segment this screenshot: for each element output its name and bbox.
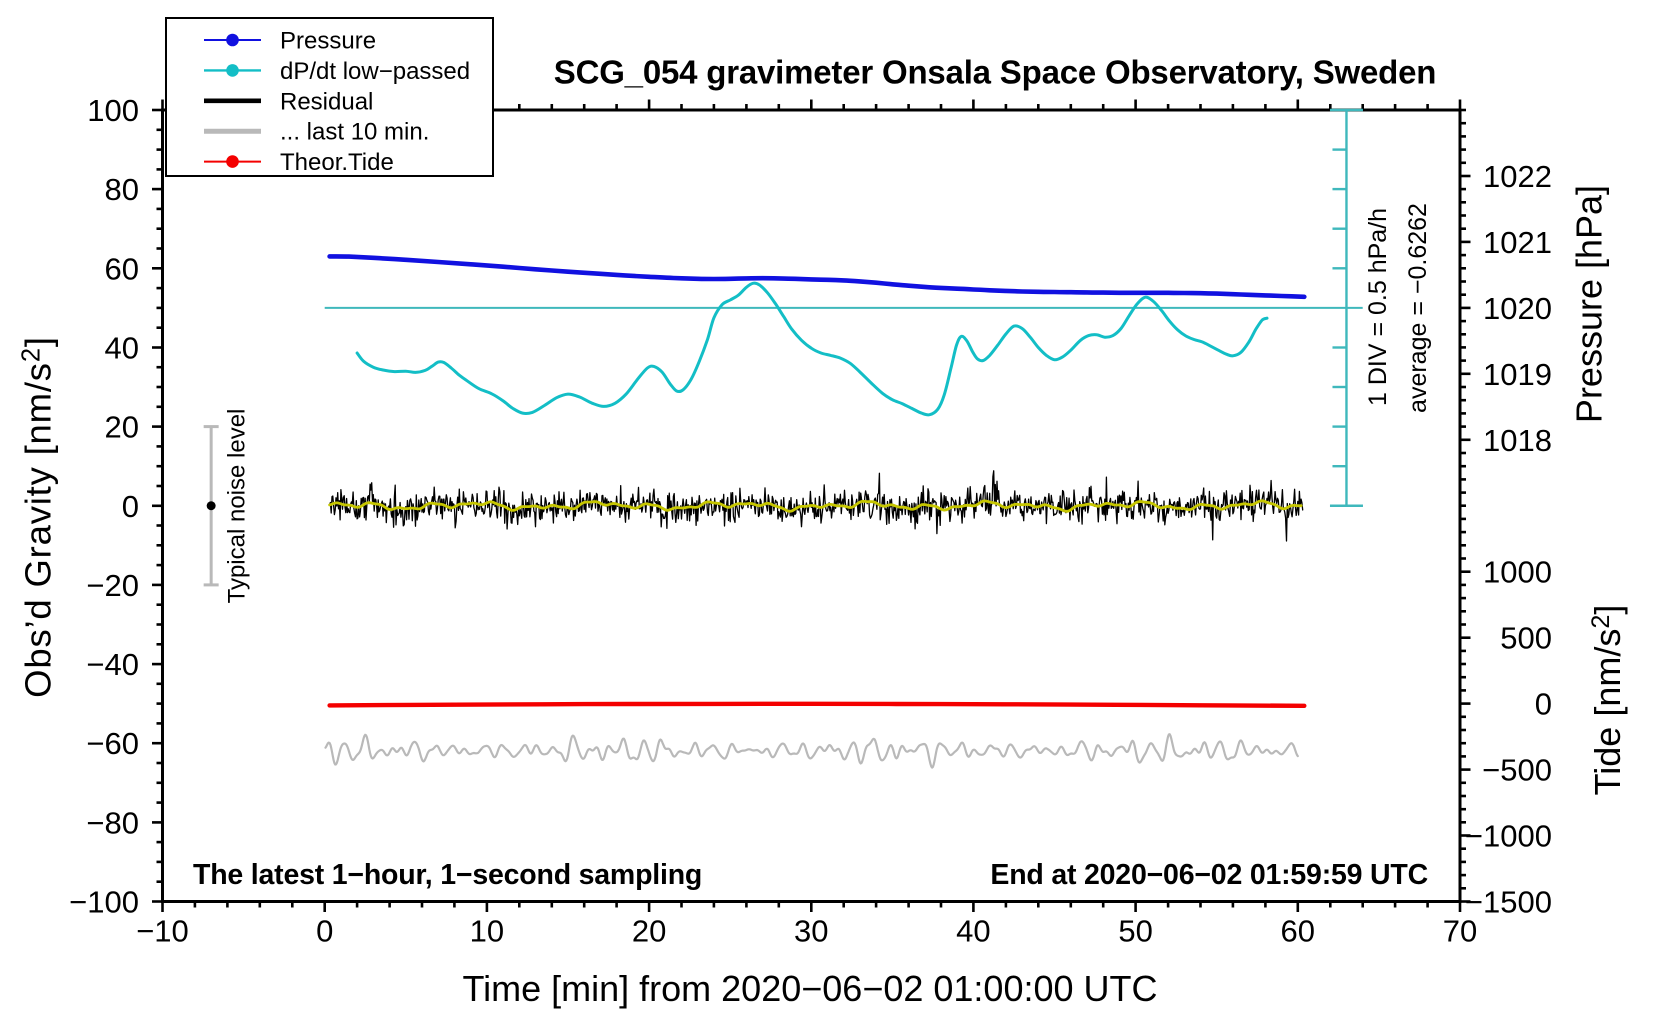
residual-curve xyxy=(328,470,1304,542)
legend-label: Residual xyxy=(280,88,373,115)
legend: Pressure dP/dt low−passed Residual ... last… xyxy=(165,17,494,177)
y-tick-label: 0 xyxy=(122,489,139,524)
residual-mean-curve xyxy=(328,499,1303,513)
div-scale-label: 1 DIV = 0.5 hPa/h xyxy=(1364,208,1392,406)
div-scale-bar xyxy=(1329,108,1363,507)
average-value-label: average = −0.6262 xyxy=(1404,203,1432,413)
legend-item: Theor.Tide xyxy=(204,149,394,176)
y-tick-label: −100 xyxy=(69,885,139,920)
pressure-curve xyxy=(327,254,1307,300)
y-tick-label: 60 xyxy=(105,251,139,286)
tide-tick-label: 500 xyxy=(1500,621,1552,656)
legend-label: Pressure xyxy=(280,28,376,55)
tide-tick-label: −500 xyxy=(1482,753,1552,788)
legend-dot xyxy=(226,64,239,77)
x-axis-title: Time [min] from 2020−06−02 01:00:00 UTC xyxy=(462,968,1157,1009)
pressure-tick-label: 1018 xyxy=(1483,423,1552,458)
tide-tick-label: 0 xyxy=(1535,687,1552,722)
legend-label: Theor.Tide xyxy=(280,149,394,176)
noise-bar-dot xyxy=(206,501,216,511)
legend-item: Pressure xyxy=(204,28,376,55)
x-tick-label: 50 xyxy=(1118,914,1152,949)
last10-curve xyxy=(324,733,1299,769)
tide-axis-tick-labels: 1000 500 0 −500 −1000 −1500 xyxy=(1465,555,1552,920)
y-tick-label: −20 xyxy=(86,568,139,603)
pressure-tick-label: 1020 xyxy=(1483,291,1552,326)
x-tick-label: −10 xyxy=(136,914,189,949)
legend-dot xyxy=(226,33,239,47)
x-tick-label: 30 xyxy=(794,914,828,949)
tide-tick-label: 1000 xyxy=(1483,555,1552,590)
typical-noise-level-label: Typical noise level xyxy=(224,409,251,604)
legend-label: ... last 10 min. xyxy=(280,119,429,146)
pressure-tick-label: 1022 xyxy=(1483,159,1552,194)
legend-item: ... last 10 min. xyxy=(204,119,429,146)
y-tick-label: −80 xyxy=(86,805,139,840)
end-time-note: End at 2020−06−02 01:59:59 UTC xyxy=(990,859,1428,891)
legend-box xyxy=(165,17,494,177)
x-tick-label: 20 xyxy=(632,914,666,949)
data-curves xyxy=(324,254,1363,769)
left-axis-tick-labels: 100 80 60 40 20 0 −20 −40 −60 −80 −100 xyxy=(69,93,139,920)
pressure-axis-tick-labels: 1022 1021 1020 1019 1018 xyxy=(1483,159,1552,458)
legend-item: Residual xyxy=(204,88,373,115)
y-tick-label: −60 xyxy=(86,726,139,761)
plot-frame-rect xyxy=(161,108,1462,903)
y-tick-label: 100 xyxy=(87,93,139,128)
pressure-tick-label: 1019 xyxy=(1483,357,1552,392)
dpdt-curve xyxy=(355,281,1269,417)
tide-curve xyxy=(327,701,1307,708)
bottom-axis-tick-labels: −10 0 10 20 30 40 50 60 70 xyxy=(136,914,1477,949)
sampling-note: The latest 1−hour, 1−second sampling xyxy=(193,859,702,891)
y-tick-label: 40 xyxy=(105,331,139,366)
pressure-tick-label: 1021 xyxy=(1483,225,1552,260)
y-tick-label: −40 xyxy=(86,647,139,682)
x-tick-label: 40 xyxy=(956,914,990,949)
y-axis-title-pressure: Pressure [hPa] xyxy=(1569,185,1610,423)
tide-tick-label: −1000 xyxy=(1465,819,1552,854)
y-axis-title-left: Obs’d Gravity [nm/s2] xyxy=(18,336,59,698)
x-tick-label: 60 xyxy=(1281,914,1315,949)
x-tick-label: 10 xyxy=(470,914,504,949)
tide-tick-label: −1500 xyxy=(1465,885,1552,920)
y-tick-label: 20 xyxy=(105,410,139,445)
y-tick-label: 80 xyxy=(105,172,139,207)
x-tick-label: 70 xyxy=(1443,914,1477,949)
legend-label: dP/dt low−passed xyxy=(280,58,470,85)
legend-item: dP/dt low−passed xyxy=(204,58,470,85)
chart-title: SCG_054 gravimeter Onsala Space Observat… xyxy=(554,54,1436,91)
legend-dot xyxy=(226,155,239,168)
typical-noise-level-bar xyxy=(203,425,219,587)
x-tick-label: 0 xyxy=(316,914,333,949)
plot-frame xyxy=(161,108,1462,903)
y-axis-title-tide: Tide [nm/s2] xyxy=(1587,605,1628,796)
